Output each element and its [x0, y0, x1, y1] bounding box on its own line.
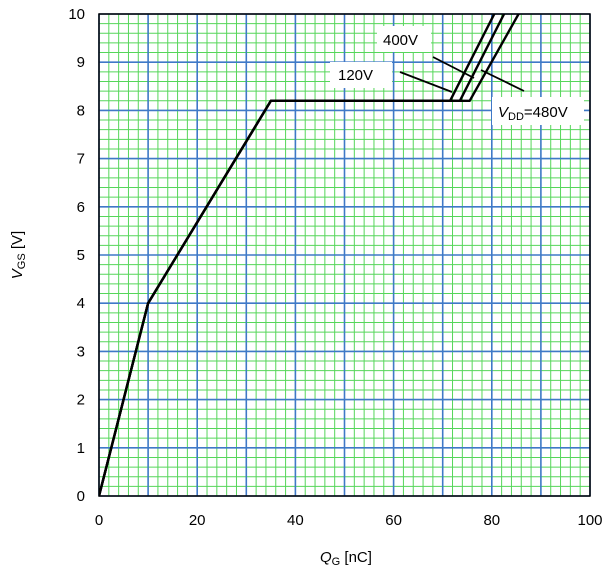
label-480v-main: V: [498, 104, 510, 121]
y-axis-label-main: V: [9, 267, 26, 279]
x-axis-label-main: Q: [320, 549, 332, 566]
y-tick-label: 8: [77, 102, 85, 119]
label-400v-bg: [377, 26, 431, 52]
y-tick-label: 4: [77, 295, 85, 312]
x-tick-label: 40: [287, 512, 304, 529]
label-480v-bg: [492, 97, 584, 125]
label-400v: 400V: [383, 32, 418, 49]
y-tick-label: 7: [77, 151, 85, 168]
y-tick-label: 1: [77, 440, 85, 457]
x-tick-label: 100: [577, 512, 602, 529]
y-tick-label: 0: [77, 488, 85, 505]
y-tick-label: 10: [68, 6, 85, 23]
series-line-400V: [99, 14, 506, 496]
y-axis-label: VGS [V]: [9, 231, 28, 279]
y-axis-label-unit: [V]: [9, 231, 26, 254]
plot-frame: [98, 13, 591, 497]
y-tick-label: 9: [77, 54, 85, 71]
y-tick-label: 6: [77, 199, 85, 216]
series-group: [99, 14, 520, 496]
label-120v: 120V: [338, 67, 373, 84]
x-tick-label: 80: [483, 512, 500, 529]
x-axis-label-unit: [nC]: [340, 549, 372, 566]
x-tick-label: 60: [385, 512, 402, 529]
y-axis-label-sub: GS: [16, 253, 28, 269]
leader-480v: [480, 69, 525, 92]
label-480v-val: =480V: [524, 104, 568, 121]
y-tick-label: 2: [77, 392, 85, 409]
y-tick-label: 5: [77, 247, 85, 264]
leader-120v: [399, 71, 453, 93]
label-480v-sub: DD: [508, 111, 524, 123]
y-tick-label: 3: [77, 343, 85, 360]
y-tick-labels: 0 1 2 3 4 5 6 7 8 9 10: [68, 6, 85, 505]
label-120v-bg: [330, 62, 392, 88]
x-axis-label-sub: G: [332, 556, 341, 568]
leader-400v: [432, 56, 475, 79]
x-tick-label: 20: [189, 512, 206, 529]
x-tick-label: 0: [95, 512, 103, 529]
x-tick-labels: 0 20 40 60 80 100: [95, 512, 603, 529]
series-line-120V: [99, 14, 496, 496]
x-axis-label: QG [nC]: [320, 549, 372, 568]
series-line-480V: [99, 14, 520, 496]
label-480v: VDD=480V: [498, 104, 568, 123]
